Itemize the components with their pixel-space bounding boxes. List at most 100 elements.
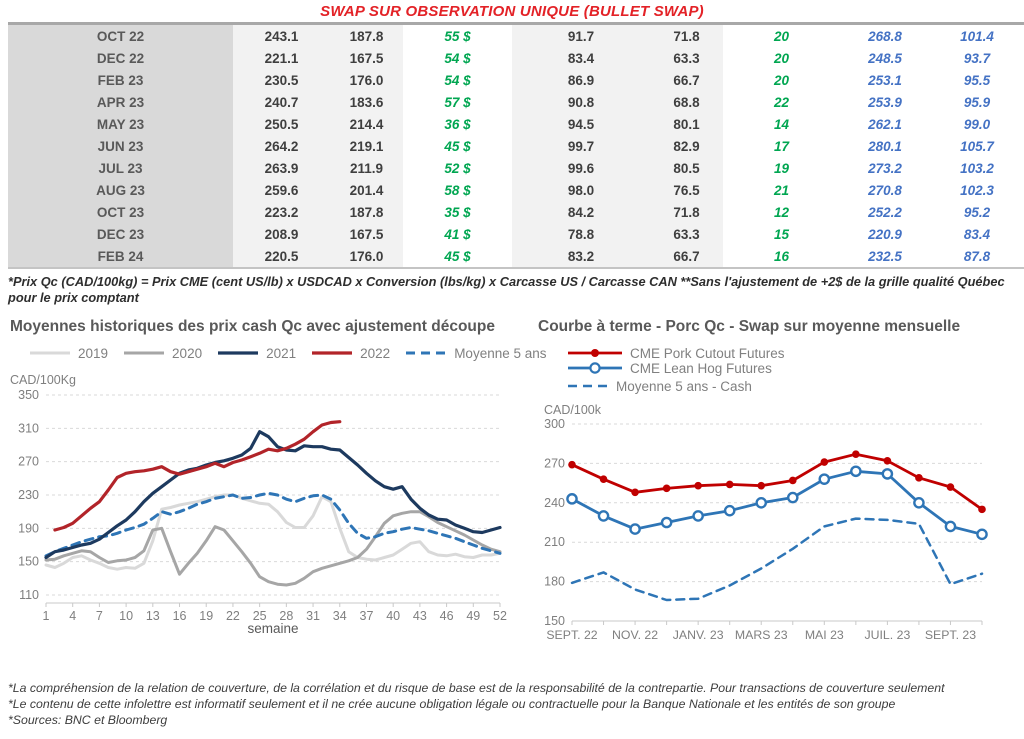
table-cell: 86.9 (512, 69, 650, 91)
legend-item-moyenne-5-ans: Moyenne 5 ans (404, 345, 547, 361)
table-cell: 22 (773, 94, 790, 110)
x-axis-tick-label: 4 (69, 609, 76, 623)
table-cell: 71.8 (650, 25, 723, 47)
data-point-marker (881, 468, 894, 480)
data-point-marker (786, 491, 799, 504)
table-cell: 240.7 (233, 91, 330, 113)
table-cell: 45 $ (444, 248, 471, 264)
chart-title-right: Courbe à terme - Porc Qc - Swap sur moye… (538, 317, 961, 335)
data-point-marker (692, 510, 704, 522)
x-axis-tick-label: MARS 23 (735, 628, 788, 642)
row-month-label: FEB 24 (8, 245, 233, 267)
table-cell: 95.5 (963, 72, 991, 88)
table-cell: 54 $ (444, 72, 471, 88)
y-axis-tick-label: 310 (18, 421, 39, 435)
table-cell: 80.5 (650, 157, 723, 179)
y-axis-unit-right: CAD/100k (544, 402, 601, 417)
table-cell: 84.2 (512, 201, 650, 223)
table-cell: 15 (773, 226, 790, 242)
table-cell: 80.1 (650, 113, 723, 135)
y-axis-tick-label: 190 (18, 521, 39, 535)
data-point-marker (660, 516, 673, 529)
table-cell: 66.7 (650, 69, 723, 91)
table-cell: 273.2 (868, 160, 902, 176)
table-cell: 95.9 (963, 94, 991, 110)
x-axis-title: semaine (247, 621, 298, 636)
x-axis-tick-label: MAI 23 (805, 628, 844, 642)
table-cell: 57 $ (444, 94, 471, 110)
x-axis-tick-label: 1 (43, 609, 50, 623)
legend-marker (591, 349, 599, 358)
data-point-marker (883, 456, 892, 465)
table-cell: 259.6 (233, 179, 330, 201)
data-point-marker (662, 484, 671, 493)
row-month-label: DEC 23 (8, 223, 233, 245)
row-month-label: JUL 23 (8, 157, 233, 179)
table-cell: 87.8 (963, 248, 991, 264)
y-axis-tick-label: 350 (18, 389, 39, 402)
table-cell: 58 $ (444, 182, 471, 198)
series-line-2020 (44, 510, 502, 587)
data-point-marker (597, 510, 610, 522)
table-cell: 187.8 (330, 201, 403, 223)
row-month-label: OCT 23 (8, 201, 233, 223)
table-cell: 41 $ (444, 226, 471, 242)
data-point-marker (944, 520, 957, 533)
x-axis-tick-label: SEPT. 23 (925, 628, 976, 642)
legend-label: 2019 (78, 345, 109, 361)
legend-right-chart: CME Pork Cutout Futures CME Lean Hog Futu… (566, 346, 1024, 394)
chart-forward-curve: Courbe à terme - Porc Qc - Swap sur moye… (516, 318, 1024, 658)
legend-marker (589, 362, 601, 375)
table-cell: 252.2 (868, 204, 902, 220)
data-point-marker (568, 460, 576, 469)
y-axis-tick-label: 270 (18, 455, 39, 469)
table-cell: 45 $ (444, 138, 471, 154)
table-cell: 101.4 (960, 28, 994, 44)
footer-notes: *La compréhension de la relation de couv… (8, 680, 1024, 729)
data-point-marker (915, 474, 923, 482)
table-cell: 94.5 (512, 113, 650, 135)
legend-item-cme-lean-hog-futures: CME Lean Hog Futures (566, 361, 772, 376)
historical-prices-line-chart: 110 150 190 230 270 310 350 1 4 7 10 13 16 19 22 25 28 31… (18, 388, 507, 636)
table-cell: 214.4 (330, 113, 403, 135)
table-cell: 35 $ (444, 204, 471, 220)
x-axis-tick-label: NOV. 22 (612, 628, 658, 642)
row-month-label: AUG 23 (8, 179, 233, 201)
x-axis-tick-label: 7 (96, 609, 103, 623)
legend-swatch-2022 (312, 351, 353, 356)
charts-row: Moyennes historiques des prix cash Qc av… (0, 318, 1024, 658)
table-footnote: *Prix Qc (CAD/100kg) = Prix CME (cent US… (8, 274, 1005, 305)
table-cell: 220.5 (233, 245, 330, 267)
legend-label: 2022 (360, 345, 391, 361)
table-cell: 176.0 (330, 69, 403, 91)
data-point-marker (978, 505, 986, 514)
data-point-marker (566, 493, 578, 505)
table-cell: 280.1 (868, 138, 902, 154)
table-cell: 264.2 (233, 135, 330, 157)
legend-swatch-cme-lean-hog-futures (568, 362, 622, 375)
table-cell: 103.2 (960, 160, 994, 176)
table-cell: 167.5 (330, 223, 403, 245)
legend-left-chart: 2019 2020 2021 2022 Moyenne 5 ans (28, 345, 547, 361)
data-point-marker (852, 450, 860, 458)
data-point-marker (946, 483, 955, 491)
table-cell: 14 (773, 116, 790, 132)
legend-label: CME Pork Cutout Futures (630, 345, 785, 361)
legend-item-2022: 2022 (310, 346, 390, 361)
x-axis-tick-label: 10 (119, 609, 133, 623)
table-cell: 248.5 (868, 50, 902, 66)
legend-label: Moyenne 5 ans (454, 345, 547, 361)
row-month-label: JUN 23 (8, 135, 233, 157)
table-cell: 16 (773, 248, 790, 264)
data-point-marker (757, 481, 766, 490)
table-cell: 232.5 (868, 248, 902, 264)
table-cell: 219.1 (330, 135, 403, 157)
x-axis-tick-label: 25 (253, 609, 267, 623)
y-axis-tick-label: 110 (19, 588, 39, 602)
table-cell: 220.9 (868, 226, 902, 242)
footer-note-line: *Le contenu de cette infolettre est info… (8, 697, 896, 712)
table-cell: 223.2 (233, 201, 330, 223)
x-axis-tick-label: 19 (199, 609, 213, 623)
table-cell: 68.8 (650, 91, 723, 113)
y-axis-tick-label: 240 (544, 496, 565, 510)
